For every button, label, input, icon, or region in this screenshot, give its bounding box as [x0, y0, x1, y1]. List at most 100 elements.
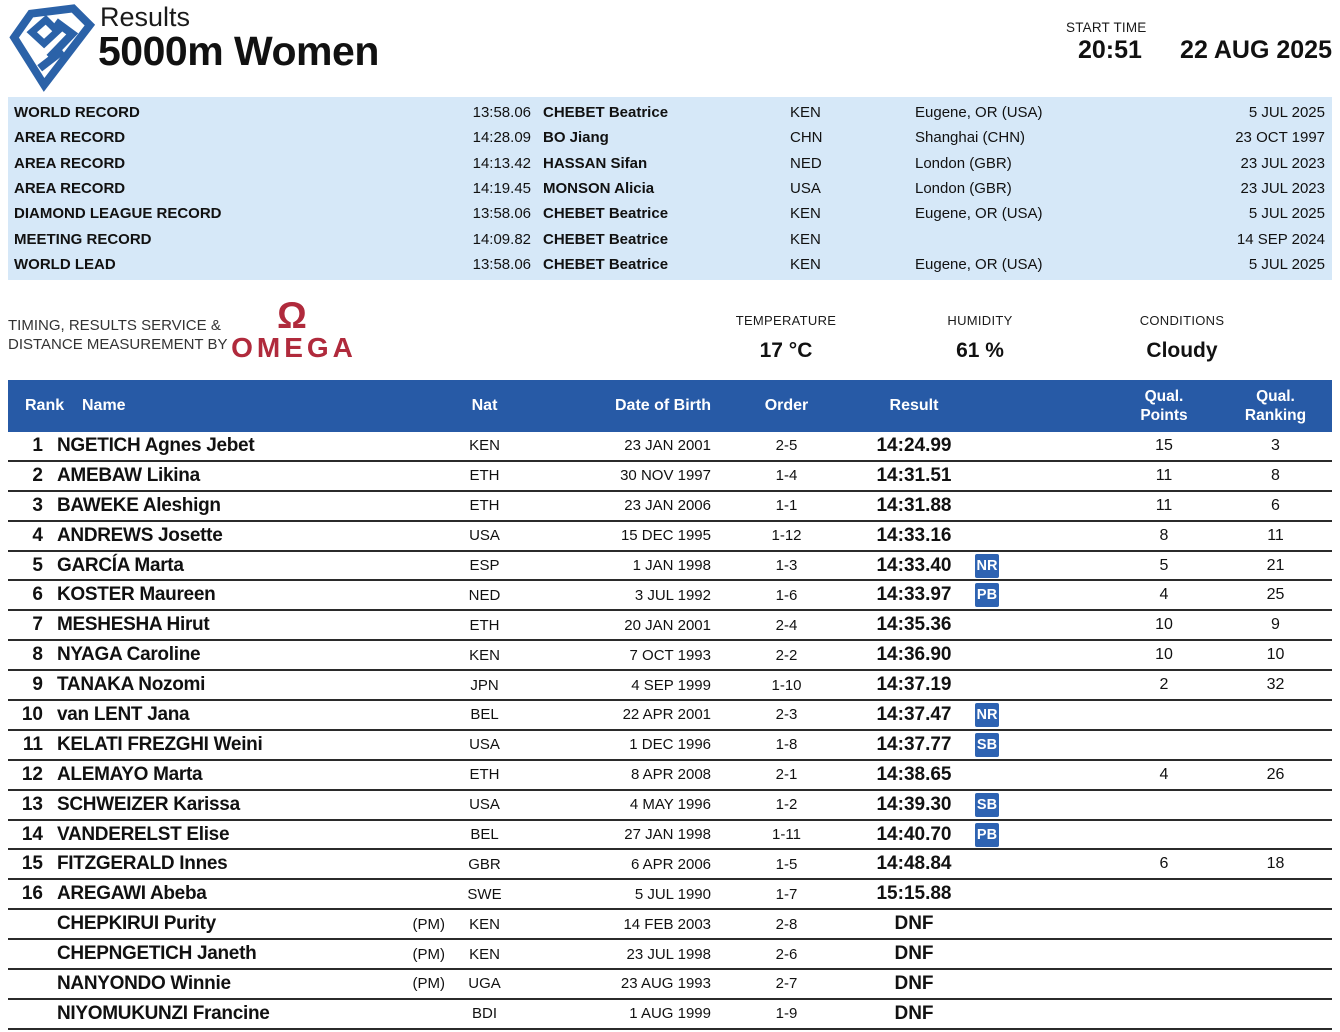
qual-points-value: 2: [1159, 676, 1169, 694]
record-badge-cell: NR: [970, 702, 1093, 727]
record-row: WORLD RECORD 13:58.06 CHEBET Beatrice KE…: [8, 100, 1332, 125]
athlete-date-of-birth: 4 MAY 1996: [629, 796, 711, 814]
athlete-date-of-birth: 23 JAN 2001: [624, 437, 711, 455]
record-label: AREA RECORD: [14, 129, 126, 147]
athlete-order: 1-10: [771, 676, 802, 694]
athlete-order: 1-9: [775, 1005, 798, 1023]
athlete-date-of-birth: 1 JAN 1998: [632, 557, 711, 574]
record-row: MEETING RECORD 14:09.82 CHEBET Beatrice …: [8, 226, 1332, 251]
qual-points-value: 5: [1159, 556, 1169, 574]
athlete-result: 14:37.47: [876, 703, 952, 725]
athlete-result: 14:40.70: [876, 823, 952, 845]
athlete-nationality: BDI: [471, 1005, 497, 1023]
conditions-block: CONDITIONS Cloudy: [1102, 313, 1262, 363]
table-row: 1 NGETICH Agnes Jebet KEN 23 JAN 2001 2-…: [8, 432, 1332, 462]
diamond-league-logo-icon: [9, 4, 96, 92]
athlete-rank: 11: [22, 733, 43, 755]
record-badge: PB: [975, 583, 999, 608]
record-date: 23 JUL 2023: [1240, 180, 1325, 198]
record-badge-cell: PB: [970, 583, 1093, 608]
omega-logo-icon: Ω OMEGA: [222, 295, 362, 364]
header-qual-ranking: Qual. Ranking: [1235, 387, 1332, 425]
record-athlete: CHEBET Beatrice: [543, 230, 669, 248]
record-time: 14:19.45: [472, 180, 531, 198]
athlete-name: NYAGA Caroline: [57, 644, 201, 666]
record-row: DIAMOND LEAGUE RECORD 13:58.06 CHEBET Be…: [8, 201, 1332, 226]
athlete-nationality: USA: [469, 527, 500, 545]
athlete-order: 2-3: [775, 706, 798, 724]
qual-ranking-value: 25: [1266, 586, 1285, 604]
athlete-name: TANAKA Nozomi: [57, 674, 206, 696]
table-row: 13 SCHWEIZER Karissa USA 4 MAY 1996 1-2 …: [8, 791, 1332, 821]
qual-points-value: 11: [1155, 466, 1173, 484]
qual-points-value: 6: [1159, 855, 1169, 873]
record-badge-cell: SB: [970, 732, 1093, 757]
athlete-name: AMEBAW Likina: [57, 464, 200, 486]
athlete-result: 14:36.90: [876, 644, 952, 666]
athlete-nationality: JPN: [470, 676, 499, 694]
omega-symbol-icon: Ω: [277, 295, 307, 336]
athlete-rank: 2: [32, 464, 43, 486]
athlete-result: 14:24.99: [876, 434, 952, 456]
record-nationality: KEN: [790, 104, 821, 122]
athlete-rank: 15: [21, 853, 43, 875]
table-row: NIYOMUKUNZI Francine BDI 1 AUG 1999 1-9 …: [8, 1000, 1332, 1030]
table-row: 10 van LENT Jana BEL 22 APR 2001 2-3 14:…: [8, 701, 1332, 731]
athlete-order: 1-2: [775, 796, 798, 814]
qual-ranking-value: 11: [1267, 526, 1284, 544]
qual-points-value: 11: [1155, 496, 1173, 514]
humidity-block: HUMIDITY 61 %: [910, 313, 1050, 363]
athlete-rank: 5: [32, 554, 43, 576]
record-nationality: KEN: [790, 255, 821, 273]
table-row: 16 AREGAWI Abeba SWE 5 JUL 1990 1-7 15:1…: [8, 880, 1332, 911]
header-qual-points-line2: Points: [1140, 407, 1188, 424]
humidity-value: 61 %: [956, 339, 1004, 362]
athlete-date-of-birth: 20 JAN 2001: [624, 616, 711, 634]
athlete-name: KOSTER Maureen: [57, 584, 216, 606]
header-result: Result: [889, 397, 939, 414]
athlete-nationality: ETH: [469, 497, 500, 515]
results-label: Results: [100, 2, 191, 32]
athlete-name: CHEPNGETICH Janeth: [57, 943, 257, 965]
record-nationality: CHN: [790, 129, 823, 147]
qual-ranking-value: 26: [1266, 765, 1285, 783]
record-badge: NR: [975, 553, 999, 578]
athlete-result: 14:39.30: [876, 793, 952, 815]
athlete-name: NGETICH Agnes Jebet: [57, 434, 255, 456]
conditions-label: CONDITIONS: [1139, 313, 1225, 328]
record-venue: Eugene, OR (USA): [915, 255, 1043, 273]
record-venue: Shanghai (CHN): [915, 129, 1026, 147]
record-athlete: HASSAN Sifan: [543, 154, 648, 172]
record-venue: Eugene, OR (USA): [915, 104, 1043, 122]
qual-ranking-value: 6: [1271, 496, 1280, 514]
athlete-date-of-birth: 6 APR 2006: [630, 855, 711, 873]
record-nationality: KEN: [790, 205, 821, 223]
table-row: NANYONDO Winnie (PM) UGA 23 AUG 1993 2-7…: [8, 970, 1332, 1000]
header-name: Name: [82, 397, 126, 414]
athlete-order: 2-7: [775, 975, 798, 993]
athlete-rank: 6: [32, 584, 43, 606]
athlete-rank: 16: [21, 883, 43, 905]
athlete-result: 14:33.16: [876, 524, 952, 546]
athlete-result: 14:31.88: [876, 494, 952, 516]
header-qual-ranking-line2: Ranking: [1244, 407, 1307, 424]
athlete-rank: 12: [21, 763, 43, 785]
record-date: 23 JUL 2023: [1240, 154, 1325, 172]
qual-ranking-value: 32: [1266, 676, 1285, 694]
athlete-order: 2-4: [775, 616, 798, 634]
record-label: AREA RECORD: [14, 180, 126, 198]
results-table-body: 1 NGETICH Agnes Jebet KEN 23 JAN 2001 2-…: [8, 432, 1332, 1030]
athlete-nationality: NED: [468, 586, 501, 604]
athlete-order: 2-8: [775, 915, 798, 933]
record-athlete: MONSON Alicia: [543, 180, 655, 198]
athlete-nationality: SWE: [467, 885, 502, 903]
record-venue: London (GBR): [915, 154, 1012, 172]
record-time: 14:28.09: [472, 129, 531, 147]
qual-ranking-value: 3: [1271, 436, 1280, 454]
athlete-order: 1-5: [775, 855, 798, 873]
athlete-rank: 13: [21, 793, 43, 815]
athlete-result: 14:35.36: [876, 614, 952, 636]
record-athlete: CHEBET Beatrice: [543, 104, 669, 122]
header-order: Order: [764, 397, 809, 414]
